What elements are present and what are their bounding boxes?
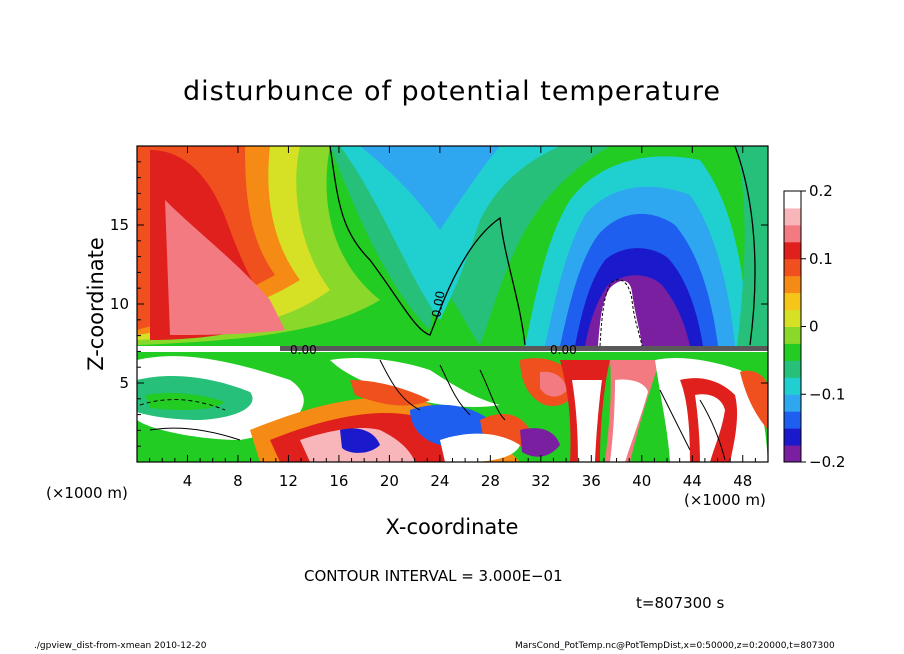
contour-interval-label: CONTOUR INTERVAL = 3.000E−01 <box>304 567 563 585</box>
colorbar-tick-label: −0.1 <box>809 385 845 403</box>
x-tick-label: 32 <box>531 472 550 490</box>
colorbar-segment <box>784 224 801 243</box>
heatmap-field <box>137 146 768 462</box>
x-tick-label: 40 <box>632 472 651 490</box>
y-tick-label: 5 <box>119 374 129 392</box>
contour-label-3: 0.00 <box>550 343 577 357</box>
x-tick-label: 28 <box>481 472 500 490</box>
colorbar-segment <box>784 445 801 463</box>
x-tick-label: 48 <box>733 472 752 490</box>
x-tick-label: 20 <box>380 472 399 490</box>
colorbar-tick-label: 0 <box>809 318 819 336</box>
colorbar-segment <box>784 428 801 446</box>
colorbar-segment <box>784 292 801 311</box>
colorbar-segment <box>784 207 801 226</box>
colorbar-segment <box>784 360 801 378</box>
chart-title: disturbunce of potential temperature <box>183 76 721 107</box>
colorbar-tick-label: −0.2 <box>809 453 845 471</box>
colorbar-tick-label: 0.1 <box>809 250 833 268</box>
x-tick-label: 12 <box>279 472 298 490</box>
colorbar: 0.2 0.1 0 −0.1 −0.2 <box>784 182 845 471</box>
time-label: t=807300 s <box>636 594 725 612</box>
colorbar-segment <box>784 411 801 429</box>
colorbar-segment <box>784 343 801 361</box>
x-unit-label-left: (×1000 m) <box>46 484 128 502</box>
footer-data-source: MarsCond_PotTemp.nc@PotTempDist,x=0:5000… <box>515 641 835 651</box>
x-tick-label: 8 <box>233 472 243 490</box>
colorbar-segment <box>784 241 801 260</box>
colorbar-segment <box>784 191 801 209</box>
colorbar-segment <box>784 326 801 344</box>
x-axis-ticks: 4 8 12 16 20 24 28 32 36 40 44 48 <box>149 146 756 490</box>
x-unit-label-right: (×1000 m) <box>684 491 766 509</box>
x-tick-label: 44 <box>683 472 702 490</box>
colorbar-segment <box>784 394 801 412</box>
colorbar-segment <box>784 275 801 294</box>
colorbar-segment <box>784 258 801 277</box>
contour-label-2: 0.00 <box>429 290 447 319</box>
y-tick-label: 10 <box>110 295 129 313</box>
x-tick-label: 16 <box>329 472 348 490</box>
y-axis-ticks: 5 10 15 <box>110 161 768 447</box>
y-tick-label: 15 <box>110 216 129 234</box>
colorbar-tick-label: 0.2 <box>809 182 833 200</box>
x-tick-label: 24 <box>430 472 449 490</box>
footer-script-name: ./gpview_dist-from-xmean 2010-12-20 <box>34 641 207 651</box>
colorbar-segment <box>784 309 801 327</box>
x-tick-label: 4 <box>183 472 193 490</box>
x-axis-label: X-coordinate <box>385 515 519 539</box>
colorbar-segment <box>784 377 801 395</box>
x-tick-label: 36 <box>582 472 601 490</box>
colorbar-frame <box>783 190 802 463</box>
contour-label-1: 0.00 <box>290 343 317 357</box>
